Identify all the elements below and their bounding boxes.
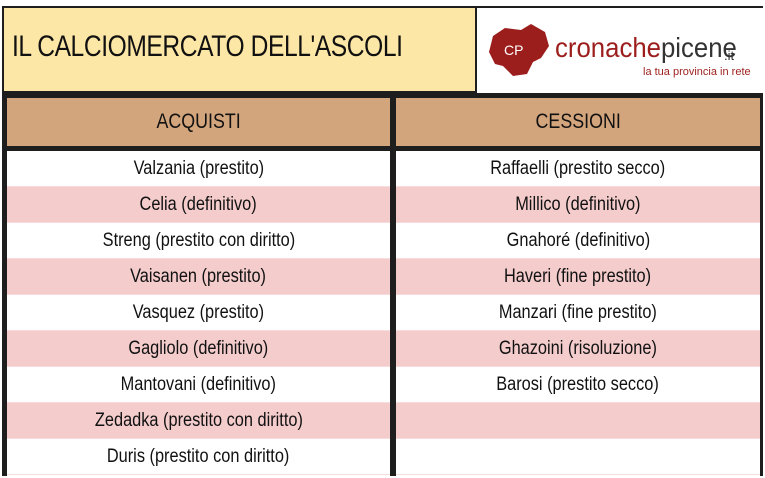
acquisti-row: Streng (prestito con diritto)	[7, 223, 390, 259]
page-title: IL CALCIOMERCATO DELL'ASCOLI	[12, 30, 403, 63]
cessioni-list: Raffaelli (prestito secco) Millico (defin…	[396, 151, 760, 475]
acquisti-entry: Gagliolo (definitivo)	[128, 337, 269, 359]
acquisti-row: Gagliolo (definitivo)	[7, 331, 390, 367]
cessioni-row: Raffaelli (prestito secco)	[396, 151, 760, 187]
transfer-table: ACQUISTI Valzania (prestito) Celia (defin…	[2, 93, 763, 476]
acquisti-header: ACQUISTI	[7, 98, 390, 151]
cessioni-entry: Haveri (fine prestito)	[504, 265, 652, 287]
cessioni-row: Gnahoré (definitivo)	[396, 223, 760, 259]
cessioni-entry: Gnahoré (definitivo)	[506, 229, 650, 251]
acquisti-row: Valzania (prestito)	[7, 151, 390, 187]
acquisti-entry: Vaisanen (prestito)	[130, 265, 267, 287]
cessioni-column: CESSIONI Raffaelli (prestito secco) Milli…	[396, 98, 760, 476]
acquisti-column: ACQUISTI Valzania (prestito) Celia (defin…	[7, 98, 390, 476]
acquisti-entry: Streng (prestito con diritto)	[102, 229, 295, 251]
cessioni-header: CESSIONI	[396, 98, 760, 151]
cessioni-entry: Barosi (prestito secco)	[496, 373, 660, 395]
logo-tagline: la tua provincia in rete	[643, 66, 751, 78]
logo-wordmark: cronachepicene	[555, 32, 737, 64]
cessioni-row	[396, 403, 760, 439]
acquisti-list: Valzania (prestito) Celia (definitivo) Str…	[7, 151, 390, 475]
acquisti-entry: Zedadka (prestito con diritto)	[94, 409, 303, 431]
acquisti-entry: Celia (definitivo)	[139, 193, 258, 215]
cessioni-row: Manzari (fine prestito)	[396, 295, 760, 331]
logo-badge: CP	[504, 42, 523, 58]
logo: CP cronachepicene .it la tua provincia i…	[475, 8, 765, 93]
cessioni-row	[396, 439, 760, 475]
cessioni-entry: Raffaelli (prestito secco)	[490, 157, 666, 179]
cessioni-row: Millico (definitivo)	[396, 187, 760, 223]
acquisti-entry: Valzania (prestito)	[133, 157, 264, 179]
acquisti-row: Vasquez (prestito)	[7, 295, 390, 331]
logo-word-b: picene	[660, 32, 737, 63]
acquisti-row: Vaisanen (prestito)	[7, 259, 390, 295]
cessioni-entry: Ghazoini (risoluzione)	[498, 337, 658, 359]
map-icon: CP	[489, 24, 549, 76]
cessioni-row: Ghazoini (risoluzione)	[396, 331, 760, 367]
cessioni-entry: Manzari (fine prestito)	[498, 301, 657, 323]
cessioni-row: Barosi (prestito secco)	[396, 367, 760, 403]
acquisti-label: ACQUISTI	[156, 110, 241, 133]
acquisti-entry: Mantovani (definitivo)	[120, 373, 277, 395]
acquisti-row: Zedadka (prestito con diritto)	[7, 403, 390, 439]
acquisti-entry: Duris (prestito con diritto)	[107, 445, 290, 467]
acquisti-row: Duris (prestito con diritto)	[7, 439, 390, 475]
acquisti-entry: Vasquez (prestito)	[132, 301, 265, 323]
logo-word-a: cronache	[555, 32, 661, 63]
cessioni-row: Haveri (fine prestito)	[396, 259, 760, 295]
logo-tld: .it	[724, 48, 735, 63]
cessioni-entry: Millico (definitivo)	[515, 193, 641, 215]
header-banner: IL CALCIOMERCATO DELL'ASCOLI CP cronache…	[2, 6, 765, 93]
acquisti-row: Mantovani (definitivo)	[7, 367, 390, 403]
cessioni-label: CESSIONI	[535, 110, 621, 133]
acquisti-row: Celia (definitivo)	[7, 187, 390, 223]
